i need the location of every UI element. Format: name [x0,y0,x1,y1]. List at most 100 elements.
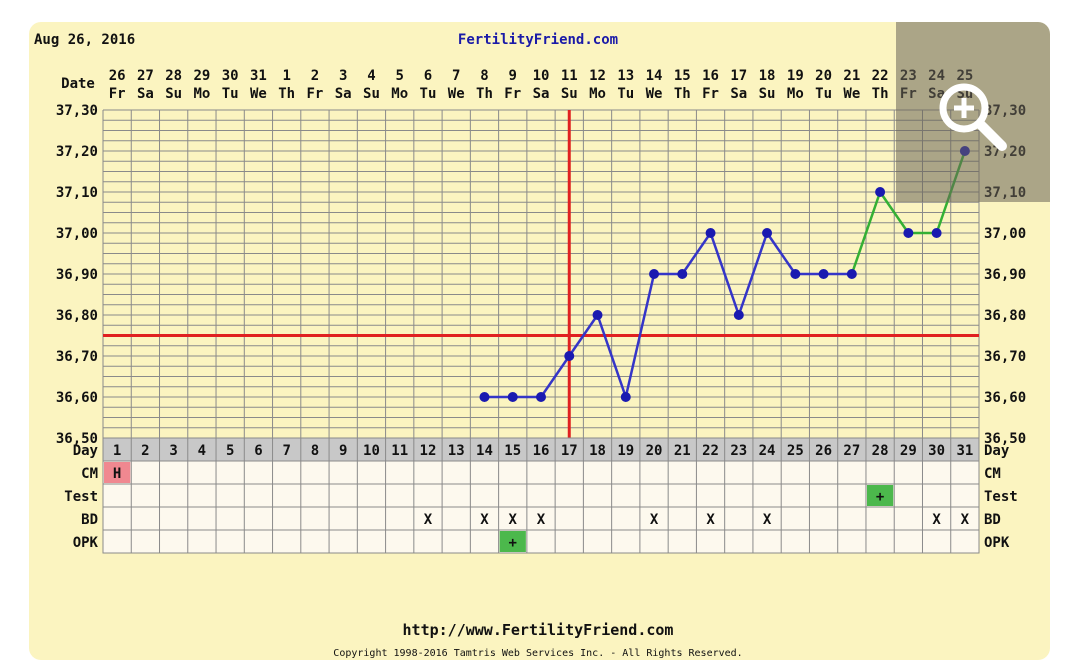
weekday-label: Sa [730,86,747,102]
temperature-point [536,392,546,402]
weekday-label: Tu [815,86,832,102]
bd-mark: X [509,512,518,528]
row-label-bd: BD [81,512,98,528]
temperature-point [790,269,801,279]
weekday-label: Tu [420,86,437,102]
bd-mark: X [424,512,433,528]
y-tick-left: 36,60 [56,390,98,406]
day-label: 29 [900,443,917,459]
temperature-point [733,310,744,320]
date-label: 31 [250,68,267,84]
day-label: 12 [420,443,437,459]
weekday-label: We [646,86,663,102]
date-label: 18 [759,68,776,84]
day-label: 10 [363,443,380,459]
temperature-point [649,269,660,279]
test-mark: + [876,489,884,505]
day-label: 13 [448,443,465,459]
date-label: 28 [165,68,182,84]
day-label: 27 [843,443,860,459]
temperature-point [620,392,631,402]
weekday-label: Th [674,86,691,102]
temperature-point [507,392,518,402]
y-tick-left: 37,20 [56,144,98,160]
day-label: 17 [561,443,578,459]
row-label-right-bd: BD [984,512,1001,528]
y-tick-right: 37,00 [984,226,1026,242]
bd-mark: X [537,512,546,528]
test-mark-box [866,485,894,506]
day-label: 23 [730,443,747,459]
temperature-point [846,269,857,279]
date-label: 21 [843,68,860,84]
day-label: 7 [282,443,290,459]
temperature-point [479,392,490,402]
date-label: 22 [872,68,889,84]
date-label: 20 [815,68,832,84]
weekday-label: Su [165,86,182,102]
temperature-point [705,228,716,238]
temperature-point [931,228,942,238]
bd-mark: X [480,512,489,528]
weekday-label: We [448,86,465,102]
weekday-label: Th [476,86,493,102]
weekday-label: Tu [222,86,239,102]
date-label: 17 [730,68,747,84]
weekday-label: Sa [335,86,352,102]
date-label: 19 [787,68,804,84]
date-label: 10 [533,68,550,84]
day-label: 11 [391,443,408,459]
y-tick-right: 36,70 [984,349,1026,365]
day-label: 8 [311,443,319,459]
row-label-right-test: Test [984,489,1018,505]
day-label: 28 [872,443,889,459]
temperature-point [592,310,603,320]
date-label: 12 [589,68,606,84]
day-label: 5 [226,443,234,459]
date-label: 13 [617,68,634,84]
weekday-label: Fr [504,86,521,102]
site-name: FertilityFriend.com [458,32,618,48]
date-label: 29 [193,68,210,84]
day-label: 2 [141,443,149,459]
row-label-right-day: Day [984,443,1010,459]
weekday-label: Th [278,86,295,102]
row-label-right-opk: OPK [984,535,1010,551]
weekday-label: Th [872,86,889,102]
y-tick-left: 37,10 [56,185,98,201]
footer-copyright: Copyright 1998-2016 Tamtris Web Services… [333,648,742,659]
zoom-button[interactable] [896,22,1050,202]
row-label-cm: CM [81,466,98,482]
weekday-label: Mo [787,86,804,102]
row-cm [102,460,980,485]
day-label: 19 [617,443,634,459]
temperature-line-segment [624,273,656,398]
row-test [102,483,980,508]
zoom-in-icon [939,83,1007,151]
day-label: 31 [956,443,973,459]
date-label: 9 [509,68,517,84]
day-label: 22 [702,443,719,459]
day-label: 4 [198,443,206,459]
date-row-label: Date [61,76,95,92]
weekday-label: Sa [137,86,154,102]
date-label: 15 [674,68,691,84]
temperature-point [564,351,575,361]
weekday-label: Fr [307,86,324,102]
temperature-line-segment [681,232,712,275]
row-opk [102,529,980,554]
y-tick-right: 36,90 [984,267,1026,283]
day-label: 3 [169,443,177,459]
bd-mark: X [932,512,941,528]
weekday-label: Mo [589,86,606,102]
cm-mark: H [113,466,121,482]
temperature-line-segment [766,232,797,275]
temperature-line-segment [850,191,882,275]
date-label: 5 [395,68,403,84]
temperature-line-segment [596,314,627,398]
y-tick-left: 36,80 [56,308,98,324]
day-label: 16 [533,443,550,459]
date-label: 1 [282,68,290,84]
day-label: 18 [589,443,606,459]
